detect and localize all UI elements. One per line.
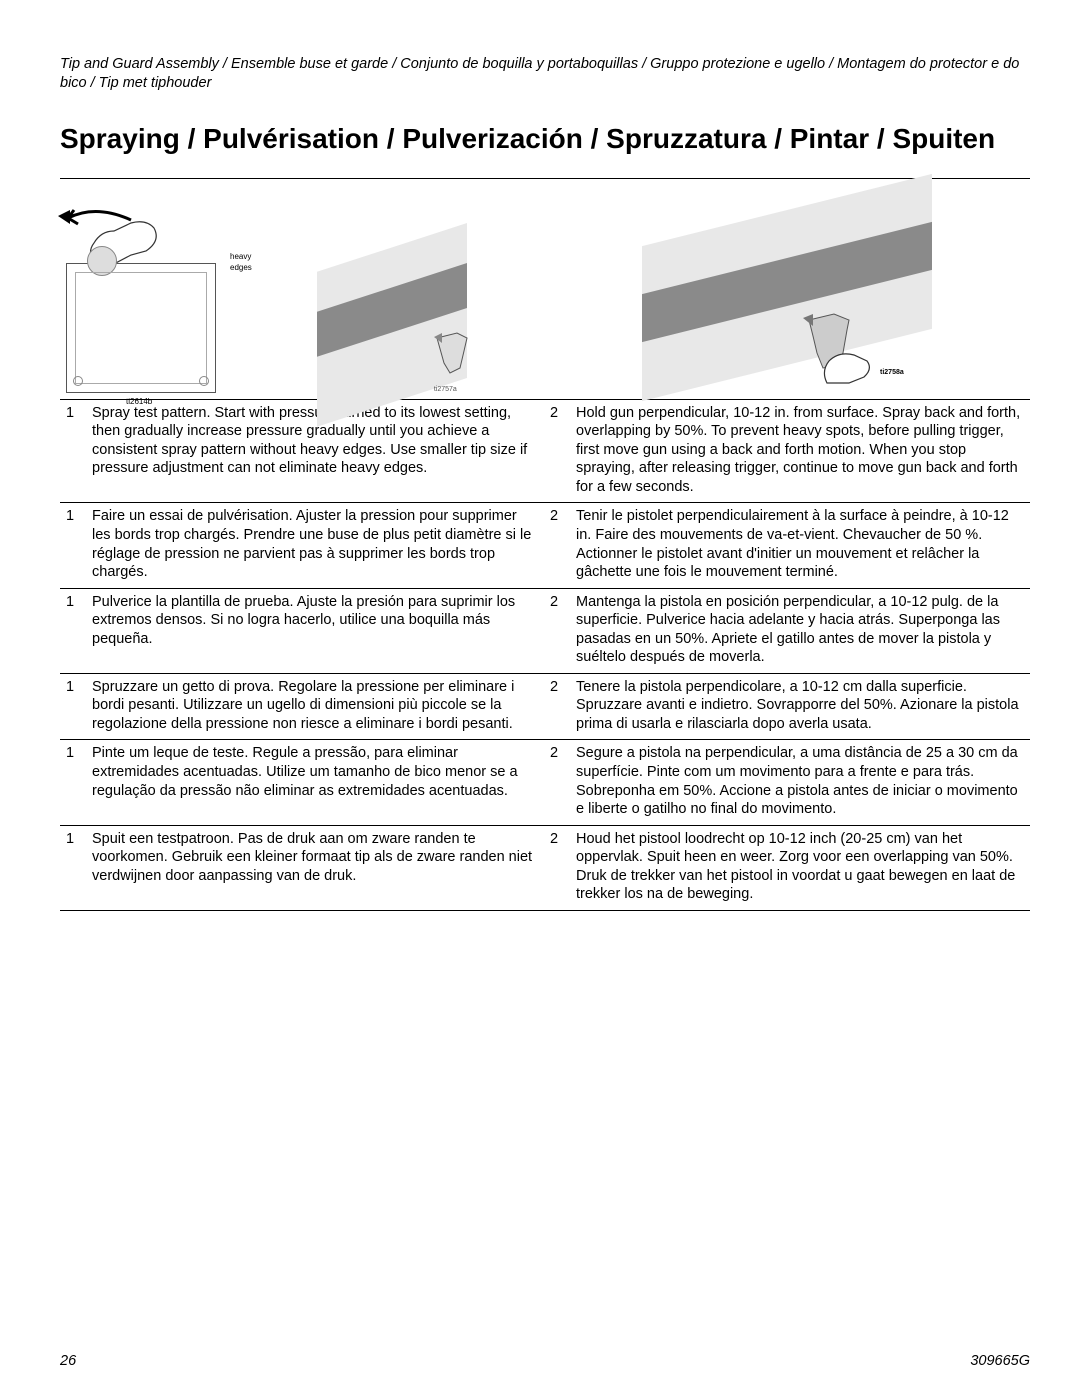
table-row: 1 Spray test pattern. Start with pressur…	[60, 399, 1030, 503]
step-num: 1	[60, 399, 86, 503]
step-text: Pinte um leque de teste. Regule a pressã…	[86, 740, 544, 825]
step-num: 1	[60, 588, 86, 673]
step-num: 2	[544, 503, 570, 588]
instruction-table: ti2614b heavy edges ti2757a	[60, 178, 1030, 911]
table-row: 1 Faire un essai de pulvérisation. Ajust…	[60, 503, 1030, 588]
illustration-cell-2: ti2758a	[544, 178, 1030, 399]
page-footer: 26 309665G	[60, 1353, 1030, 1369]
step-text: Tenir le pistolet perpendiculairement à …	[570, 503, 1030, 588]
step-text: Spuit een testpatroon. Pas de druk aan o…	[86, 825, 544, 910]
step-num: 1	[60, 673, 86, 740]
illustration-2: ti2758a	[550, 183, 1024, 393]
step-num: 2	[544, 399, 570, 503]
document-code: 309665G	[970, 1353, 1030, 1369]
step-text: Spray test pattern. Start with pressure …	[86, 399, 544, 503]
illus2-code: ti2758a	[880, 369, 904, 378]
spray-board-1: ti2757a	[262, 223, 467, 393]
spray-gun-icon	[432, 323, 487, 383]
step-num: 1	[60, 825, 86, 910]
hand-2-icon	[819, 343, 874, 388]
step-text: Houd het pistool loodrecht op 10-12 inch…	[570, 825, 1030, 910]
heavy-edges-label: heavy edges	[230, 252, 252, 272]
pressure-device	[66, 263, 216, 393]
illustration-1: ti2614b heavy edges ti2757a	[66, 183, 538, 393]
step-num: 1	[60, 503, 86, 588]
step-text: Tenere la pistola perpendicolare, a 10-1…	[570, 673, 1030, 740]
illus1-code2: ti2757a	[434, 386, 457, 395]
step-text: Pulverice la plantilla de prueba. Ajuste…	[86, 588, 544, 673]
table-row: 1 Pulverice la plantilla de prueba. Ajus…	[60, 588, 1030, 673]
page-number: 26	[60, 1353, 76, 1369]
step-num: 2	[544, 740, 570, 825]
step-text: Spruzzare un getto di prova. Regolare la…	[86, 673, 544, 740]
step-text: Mantenga la pistola en posición perpendi…	[570, 588, 1030, 673]
main-title: Spraying / Pulvérisation / Pulverización…	[60, 121, 1030, 156]
step-num: 2	[544, 673, 570, 740]
table-row: 1 Spuit een testpatroon. Pas de druk aan…	[60, 825, 1030, 910]
header-subtitle: Tip and Guard Assembly / Ensemble buse e…	[60, 55, 1030, 93]
step-num: 2	[544, 588, 570, 673]
table-row: 1 Pinte um leque de teste. Regule a pres…	[60, 740, 1030, 825]
illustration-cell-1: ti2614b heavy edges ti2757a	[60, 178, 544, 399]
step-num: 1	[60, 740, 86, 825]
step-text: Faire un essai de pulvérisation. Ajuster…	[86, 503, 544, 588]
step-text: Segure a pistola na perpendicular, a uma…	[570, 740, 1030, 825]
step-text: Hold gun perpendicular, 10-12 in. from s…	[570, 399, 1030, 503]
illus1-code1: ti2614b	[126, 397, 152, 407]
table-row: 1 Spruzzare un getto di prova. Regolare …	[60, 673, 1030, 740]
step-num: 2	[544, 825, 570, 910]
